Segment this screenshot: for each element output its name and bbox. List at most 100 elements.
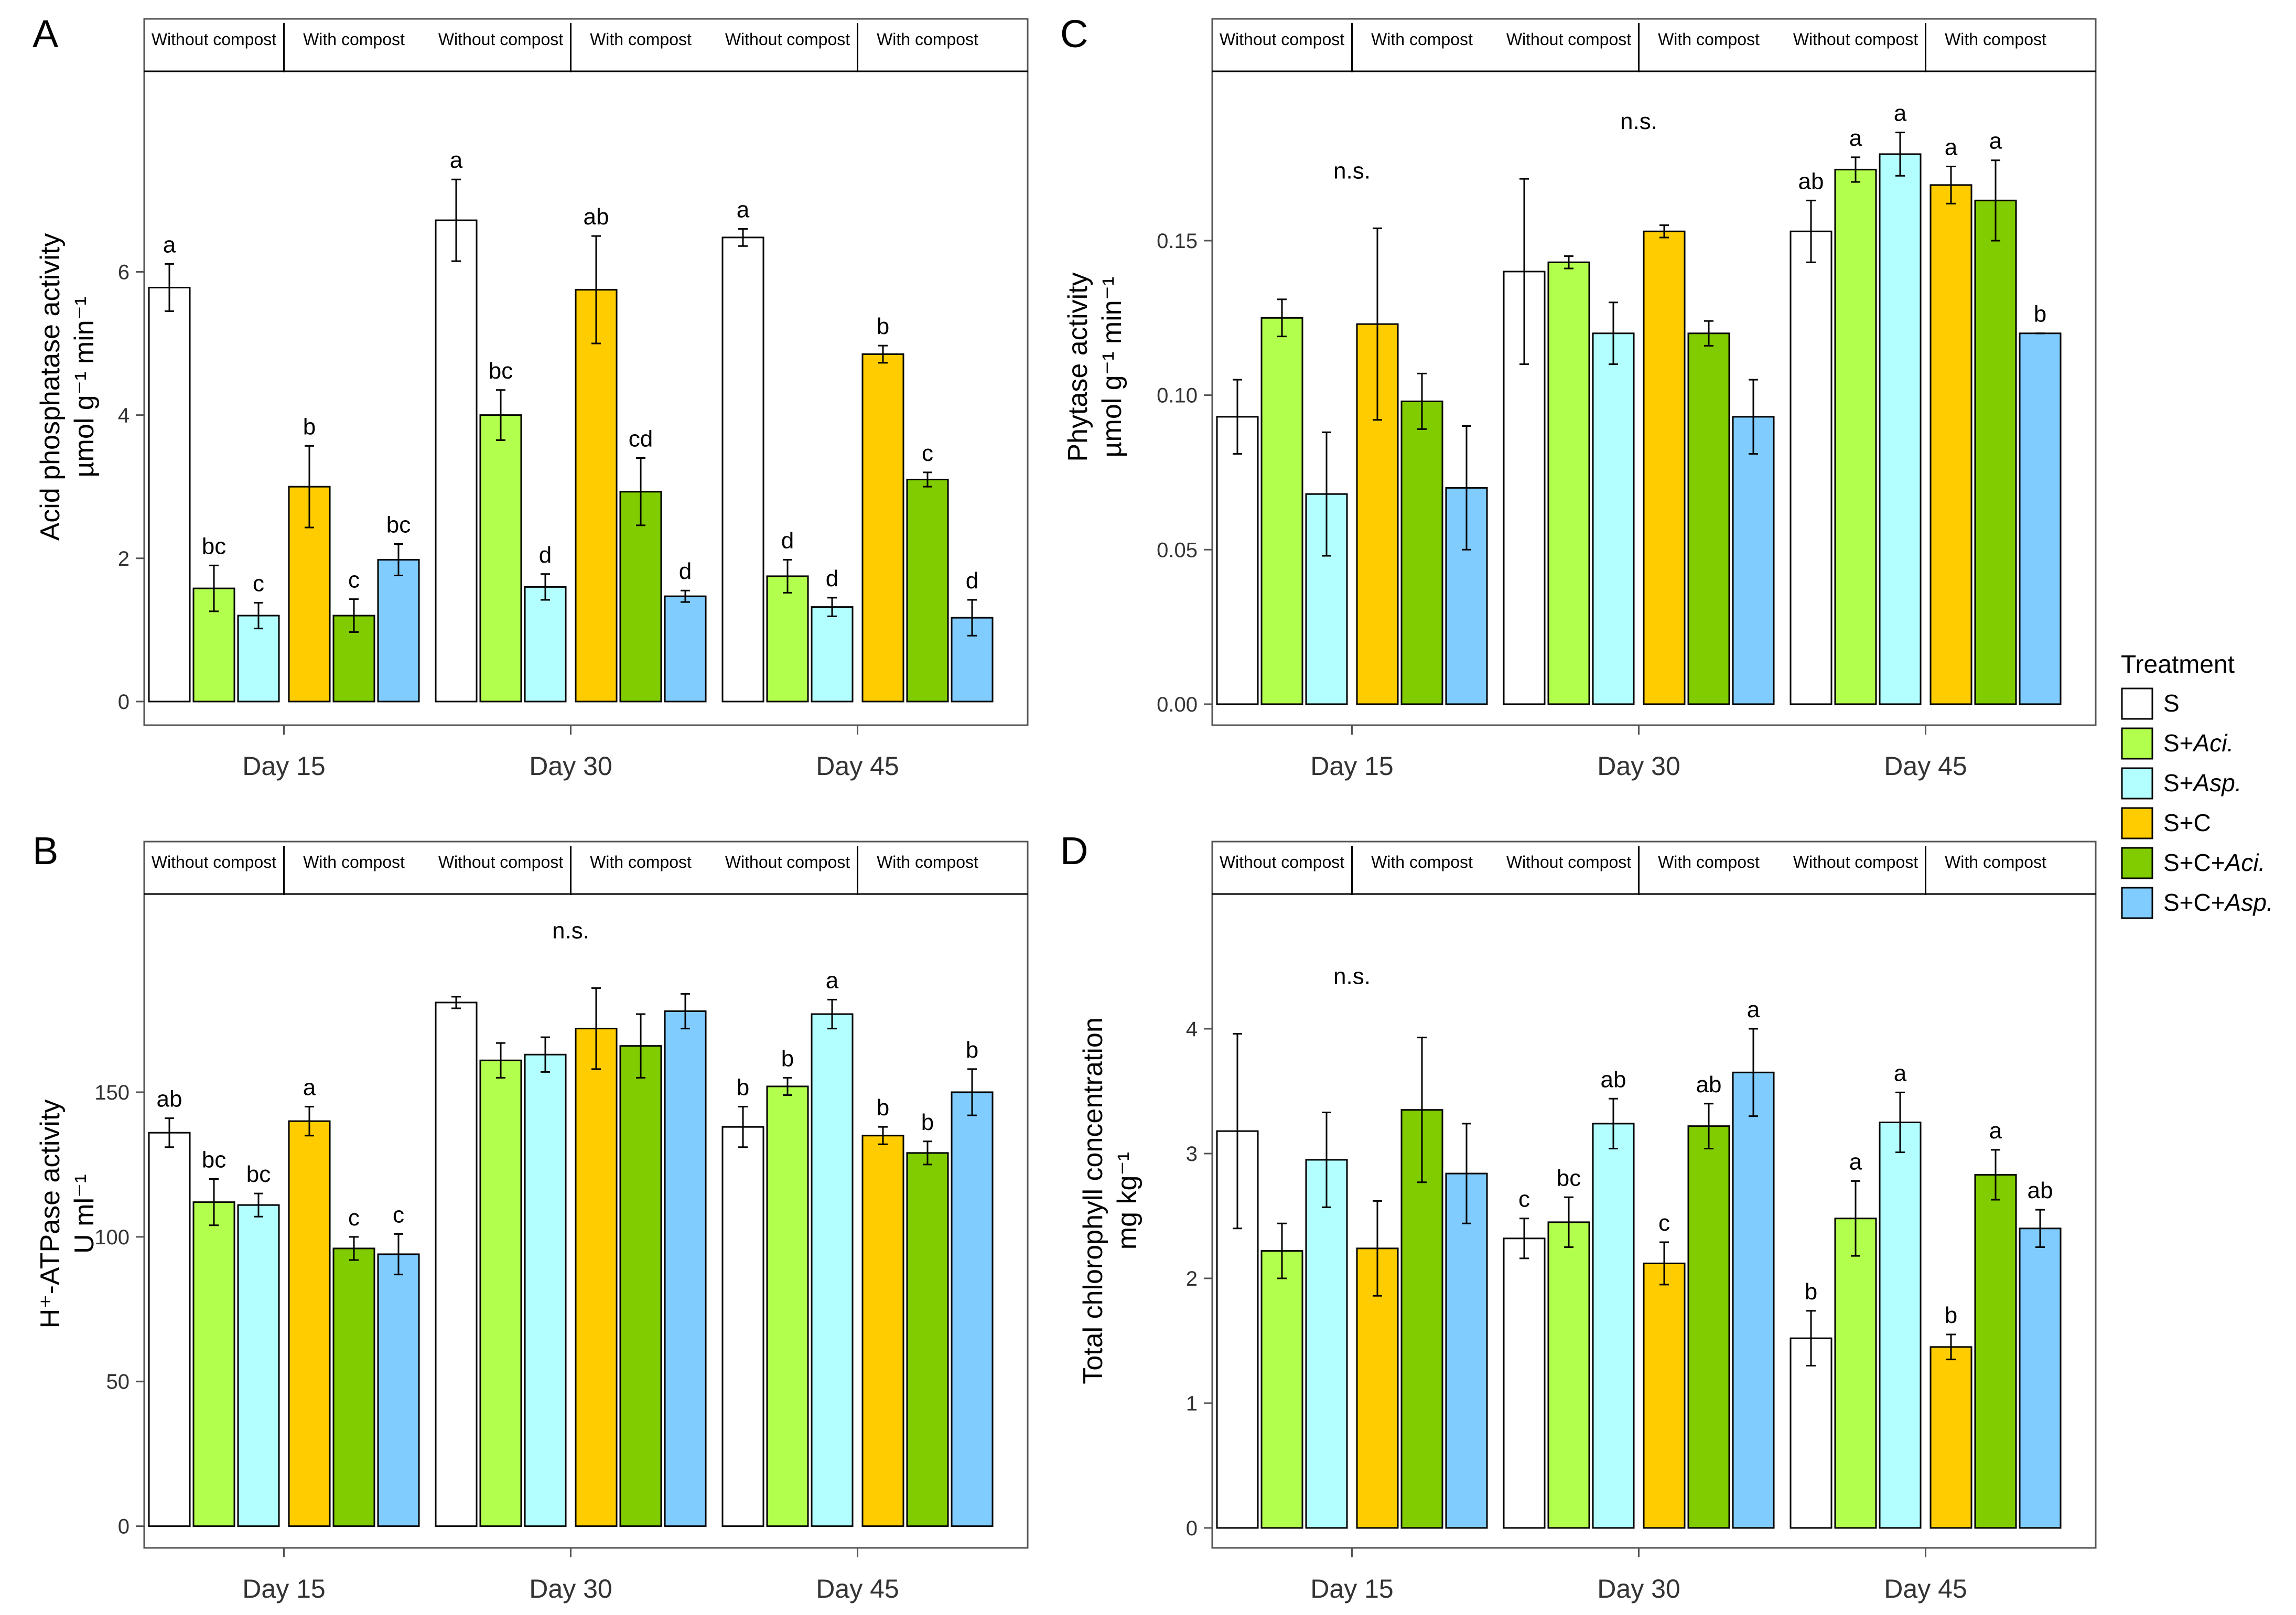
panel-letter: A — [33, 12, 59, 56]
ns-label: n.s. — [1333, 964, 1371, 989]
error-bar — [1609, 302, 1618, 365]
error-bar — [1519, 1218, 1529, 1259]
error-bar — [1277, 298, 1287, 338]
x-tick-label: Day 45 — [816, 751, 899, 781]
bar-s-asp — [1592, 1123, 1635, 1529]
bar-s — [435, 219, 478, 703]
with-compost-label: With compost — [1371, 30, 1473, 49]
error-bar — [1322, 431, 1331, 557]
bar-s-aci — [1834, 1218, 1877, 1529]
error-bar — [1991, 1149, 2000, 1201]
y-axis-title-line1: Total chlorophyll concentration — [1078, 1017, 1108, 1384]
error-bar — [591, 987, 601, 1070]
bar-s-c-aci — [906, 1152, 949, 1527]
significance-letter: a — [1989, 1118, 2002, 1144]
x-tick-label: Day 15 — [1310, 1574, 1393, 1603]
y-axis-title-line1: Acid phosphatase activity — [35, 233, 66, 541]
legend-label: S+C+Asp. — [2163, 889, 2273, 916]
y-tick-label: 50 — [106, 1371, 130, 1394]
bar-s-c-asp — [951, 1091, 994, 1527]
error-bar — [827, 597, 837, 617]
bar-s-c-aci — [332, 1247, 375, 1527]
bar-s-c — [575, 1028, 618, 1527]
error-bar — [1519, 178, 1529, 365]
with-compost-label: With compost — [1945, 30, 2046, 49]
significance-letter: ab — [1696, 1072, 1722, 1097]
y-tick-label: 2 — [1186, 1267, 1198, 1290]
error-bar — [1322, 1111, 1331, 1208]
error-bar — [349, 598, 359, 633]
significance-letter: c — [348, 1205, 360, 1231]
significance-letter: d — [679, 558, 692, 584]
error-bar — [1806, 199, 1816, 263]
panel-letter: D — [1060, 829, 1088, 873]
legend-items: SS+Aci.S+Asp.S+CS+C+Aci.S+C+Asp. — [2121, 687, 2273, 919]
legend-label-italic: Aci. — [2224, 849, 2266, 876]
bar-s — [721, 236, 764, 703]
error-bar — [827, 998, 837, 1030]
significance-letter: a — [1989, 128, 2002, 154]
error-bar — [1462, 1123, 1471, 1224]
y-tick-label: 0 — [118, 691, 130, 714]
x-tick-label: Day 15 — [1310, 751, 1393, 781]
legend-label-text: S+C — [2163, 809, 2211, 836]
legend-swatch — [2121, 767, 2153, 800]
without-compost-label: Without compost — [1793, 853, 1918, 871]
legend-swatch — [2121, 887, 2153, 919]
error-bar — [1233, 379, 1242, 455]
bar-s-c — [288, 1120, 331, 1527]
error-bar — [1417, 1037, 1427, 1183]
error-bar — [1749, 1028, 1758, 1117]
bar-s-asp — [811, 606, 854, 703]
significance-letter: c — [1518, 1187, 1530, 1212]
bar-s-c-aci — [906, 479, 949, 703]
error-bar — [209, 564, 219, 612]
error-bar — [681, 993, 690, 1030]
significance-letter: c — [348, 567, 360, 593]
bar-s-c — [1929, 184, 1972, 705]
significance-letter: bc — [489, 358, 513, 384]
bar-s-asp — [811, 1013, 854, 1527]
plot-frame — [1211, 841, 2097, 1549]
error-bar — [1946, 166, 1956, 204]
error-bar — [1609, 1097, 1618, 1149]
error-bar — [1277, 1222, 1287, 1279]
panel-b: B Without compost With compost Without com… — [33, 829, 1029, 1603]
significance-letter: bc — [202, 1147, 226, 1172]
significance-letter: a — [1747, 997, 1760, 1022]
error-bar — [878, 344, 888, 364]
x-tick-label: Day 45 — [816, 1574, 899, 1603]
bar-s-asp — [1879, 1121, 1922, 1529]
error-bar — [1895, 132, 1905, 177]
significance-letter: b — [877, 314, 889, 339]
error-bar — [923, 1140, 932, 1166]
bar-s-asp — [1879, 153, 1922, 705]
legend-label: S+Aci. — [2163, 729, 2234, 757]
with-compost-label: With compost — [590, 853, 692, 871]
error-bar — [1659, 1241, 1669, 1286]
bar-s-c-aci — [619, 1045, 662, 1527]
ns-label: n.s. — [552, 918, 589, 943]
error-bar — [394, 543, 403, 577]
bar-s-c-asp — [2019, 1228, 2062, 1529]
without-compost-label: Without compost — [1793, 30, 1918, 49]
legend-label-text: S+ — [2163, 729, 2194, 757]
error-bar — [1462, 425, 1471, 551]
error-bar — [1373, 227, 1382, 421]
significance-letter: a — [1945, 135, 1958, 160]
error-bar — [923, 471, 932, 488]
bar-s-c-aci — [1687, 1125, 1730, 1529]
legend-label: S+Asp. — [2163, 769, 2242, 796]
without-compost-label: Without compost — [438, 853, 563, 871]
error-bar — [636, 457, 645, 526]
significance-letter: b — [781, 1046, 794, 1071]
legend-label-italic: Aci. — [2192, 729, 2234, 757]
bar-s-aci — [1547, 261, 1590, 705]
significance-letter: b — [737, 1075, 749, 1101]
error-bar — [591, 235, 601, 344]
significance-letter: c — [922, 440, 933, 466]
y-tick-label: 4 — [1186, 1018, 1198, 1041]
significance-letter: bc — [1557, 1165, 1581, 1191]
